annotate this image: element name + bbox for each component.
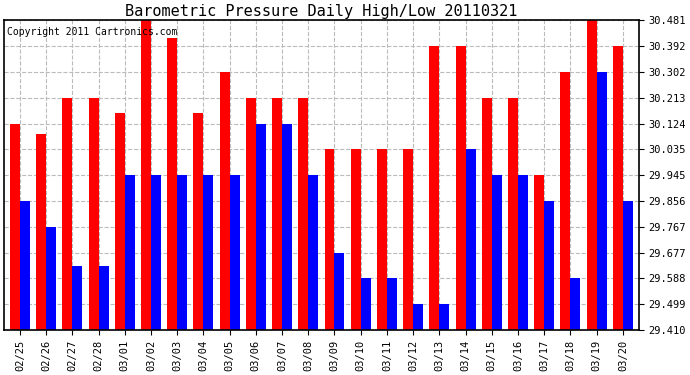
Bar	[193, 113, 204, 330]
Bar	[204, 175, 213, 330]
Bar	[272, 98, 282, 330]
Bar	[219, 72, 230, 330]
Bar	[429, 46, 440, 330]
Bar	[466, 149, 475, 330]
Bar	[167, 38, 177, 330]
Bar	[351, 149, 361, 330]
Bar	[246, 98, 256, 330]
Bar	[282, 123, 292, 330]
Bar	[141, 20, 151, 330]
Bar	[623, 201, 633, 330]
Bar	[377, 149, 387, 330]
Bar	[455, 46, 466, 330]
Bar	[99, 266, 108, 330]
Bar	[403, 149, 413, 330]
Bar	[586, 20, 597, 330]
Bar	[72, 266, 82, 330]
Bar	[571, 278, 580, 330]
Bar	[36, 134, 46, 330]
Bar	[361, 278, 371, 330]
Bar	[518, 175, 528, 330]
Bar	[440, 304, 449, 330]
Bar	[508, 98, 518, 330]
Bar	[308, 175, 318, 330]
Bar	[125, 175, 135, 330]
Bar	[177, 175, 187, 330]
Bar	[482, 98, 492, 330]
Bar	[62, 98, 72, 330]
Bar	[115, 113, 125, 330]
Bar	[20, 201, 30, 330]
Bar	[46, 226, 56, 330]
Bar	[413, 304, 423, 330]
Text: Copyright 2011 Cartronics.com: Copyright 2011 Cartronics.com	[8, 27, 178, 36]
Bar	[298, 98, 308, 330]
Bar	[544, 201, 554, 330]
Bar	[10, 123, 20, 330]
Title: Barometric Pressure Daily High/Low 20110321: Barometric Pressure Daily High/Low 20110…	[125, 4, 518, 19]
Bar	[387, 278, 397, 330]
Bar	[597, 72, 607, 330]
Bar	[560, 72, 571, 330]
Bar	[534, 175, 544, 330]
Bar	[256, 123, 266, 330]
Bar	[492, 175, 502, 330]
Bar	[335, 253, 344, 330]
Bar	[230, 175, 239, 330]
Bar	[151, 175, 161, 330]
Bar	[324, 149, 335, 330]
Bar	[613, 46, 623, 330]
Bar	[88, 98, 99, 330]
